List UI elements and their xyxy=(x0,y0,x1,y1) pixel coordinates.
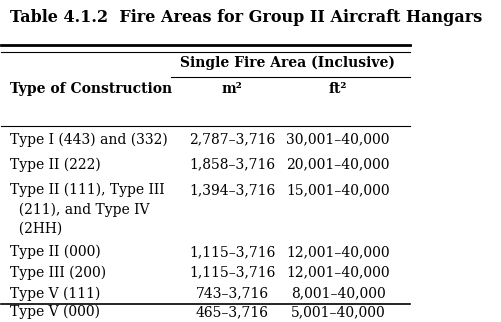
Text: 1,115–3,716: 1,115–3,716 xyxy=(188,266,275,280)
Text: Type I (443) and (332): Type I (443) and (332) xyxy=(10,132,167,147)
Text: 12,001–40,000: 12,001–40,000 xyxy=(286,245,389,259)
Text: 30,001–40,000: 30,001–40,000 xyxy=(286,132,389,146)
Text: 1,115–3,716: 1,115–3,716 xyxy=(188,245,275,259)
Text: ft²: ft² xyxy=(328,82,347,96)
Text: 20,001–40,000: 20,001–40,000 xyxy=(286,157,389,171)
Text: Single Fire Area (Inclusive): Single Fire Area (Inclusive) xyxy=(179,56,394,70)
Text: m²: m² xyxy=(221,82,242,96)
Text: 2,787–3,716: 2,787–3,716 xyxy=(188,132,275,146)
Text: Type V (111): Type V (111) xyxy=(10,286,100,301)
Text: 743–3,716: 743–3,716 xyxy=(195,286,268,300)
Text: 15,001–40,000: 15,001–40,000 xyxy=(286,183,389,197)
Text: Type II (000): Type II (000) xyxy=(10,245,100,259)
Text: Type II (111), Type III
  (211), and Type IV
  (2HH): Type II (111), Type III (211), and Type … xyxy=(10,183,164,236)
Text: Type III (200): Type III (200) xyxy=(10,266,106,280)
Text: Type of Construction: Type of Construction xyxy=(10,82,171,96)
Text: 5,001–40,000: 5,001–40,000 xyxy=(290,305,385,319)
Text: 1,394–3,716: 1,394–3,716 xyxy=(188,183,275,197)
Text: 12,001–40,000: 12,001–40,000 xyxy=(286,266,389,280)
Text: Type II (222): Type II (222) xyxy=(10,157,100,172)
Text: Table 4.1.2  Fire Areas for Group II Aircraft Hangars: Table 4.1.2 Fire Areas for Group II Airc… xyxy=(10,9,481,26)
Text: 1,858–3,716: 1,858–3,716 xyxy=(188,157,275,171)
Text: Type V (000): Type V (000) xyxy=(10,305,99,319)
Text: 465–3,716: 465–3,716 xyxy=(195,305,268,319)
Text: 8,001–40,000: 8,001–40,000 xyxy=(290,286,385,300)
